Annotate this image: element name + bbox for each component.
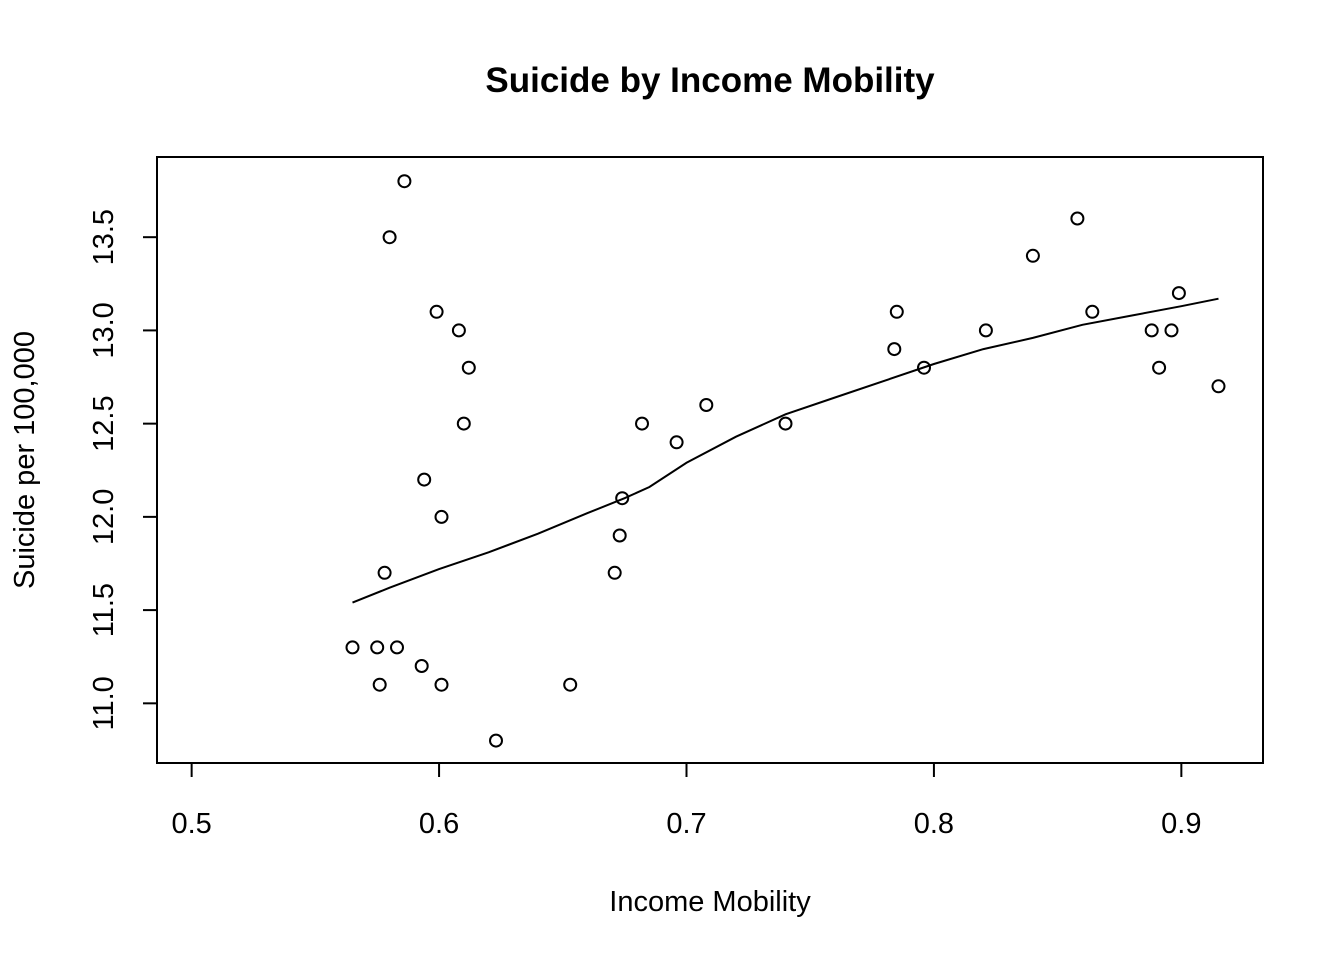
data-point	[372, 677, 387, 692]
x-axis-label: Income Mobility	[609, 886, 811, 918]
plot-area	[345, 174, 1226, 748]
data-point	[461, 360, 476, 375]
data-point	[377, 565, 392, 580]
data-point	[1211, 379, 1226, 394]
data-point	[563, 677, 578, 692]
data-point	[887, 342, 902, 357]
data-point	[451, 323, 466, 338]
data-point	[370, 640, 385, 655]
data-point	[434, 509, 449, 524]
data-point	[382, 230, 397, 245]
data-point	[778, 416, 793, 431]
data-point	[429, 304, 444, 319]
y-tick-label: 11.5	[88, 583, 120, 637]
y-axis: 11.0 11.5 12.0 12.5 13.0 13.5	[88, 209, 158, 730]
data-point	[889, 304, 904, 319]
y-tick-label: 11.0	[88, 676, 120, 730]
y-axis-label: Suicide per 100,000	[9, 331, 41, 589]
data-point	[607, 565, 622, 580]
data-point	[1164, 323, 1179, 338]
x-tick-label: 0.8	[914, 808, 954, 840]
data-point	[434, 677, 449, 692]
data-point	[417, 472, 432, 487]
data-point	[1025, 248, 1040, 263]
smooth-trend-line	[352, 297, 1219, 604]
x-axis: 0.5 0.6 0.7 0.8 0.9	[171, 762, 1202, 840]
y-tick-label: 12.0	[88, 489, 120, 545]
y-tick-label: 13.5	[88, 209, 120, 265]
x-tick-label: 0.6	[419, 808, 459, 840]
data-point	[699, 398, 714, 412]
data-point	[1070, 211, 1085, 226]
plot-frame	[156, 156, 1264, 764]
data-point	[414, 659, 429, 673]
data-point	[1144, 323, 1159, 338]
data-point	[345, 640, 360, 655]
chart-title: Suicide by Income Mobility	[485, 61, 935, 100]
x-tick-label: 0.9	[1161, 808, 1201, 840]
data-point	[917, 360, 931, 375]
data-point	[489, 733, 503, 748]
data-point	[615, 491, 630, 506]
data-point	[978, 323, 993, 338]
data-point	[456, 416, 471, 431]
data-point	[1152, 360, 1167, 375]
data-point	[1085, 304, 1100, 319]
data-point	[390, 640, 404, 655]
data-point	[1171, 286, 1186, 301]
data-point	[397, 174, 412, 189]
data-point	[669, 435, 684, 450]
x-tick-label: 0.5	[171, 808, 211, 840]
data-point	[635, 416, 649, 431]
data-point	[612, 528, 627, 543]
y-tick-label: 13.0	[88, 302, 120, 358]
x-tick-label: 0.7	[666, 808, 706, 840]
y-tick-label: 12.5	[88, 395, 120, 451]
